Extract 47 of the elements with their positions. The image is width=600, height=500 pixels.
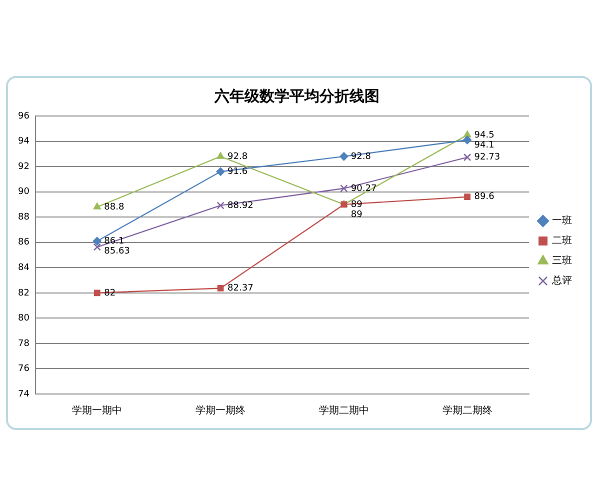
point <box>93 202 101 210</box>
data-label: 88.92 <box>228 200 254 211</box>
point <box>463 136 472 144</box>
point <box>464 194 470 200</box>
data-label: 91.6 <box>228 166 248 177</box>
y-tick-label: 88 <box>18 212 30 222</box>
point <box>216 152 224 159</box>
y-tick-label: 78 <box>18 338 30 349</box>
y-tick-label: 90 <box>18 187 30 198</box>
y-tick-label: 92 <box>18 162 30 172</box>
point <box>216 202 224 210</box>
y-tick-label: 74 <box>18 389 30 400</box>
x-tick-label: 学期二期终 <box>442 404 492 417</box>
data-label: 94.1 <box>474 140 494 150</box>
y-tick-label: 94 <box>18 136 30 147</box>
y-tick-label: 96 <box>18 111 30 122</box>
legend-label: 总评 <box>551 274 572 287</box>
point <box>216 167 225 176</box>
y-tick-label: 80 <box>18 314 30 324</box>
x-tick-label: 学期一期终 <box>196 404 246 417</box>
legend-label: 三班 <box>552 254 572 267</box>
legend-label: 二班 <box>552 234 572 247</box>
y-tick-label: 86 <box>18 238 30 248</box>
data-label: 92.73 <box>474 152 500 163</box>
data-label: 85.63 <box>104 246 130 256</box>
x-tick-label: 学期一期中 <box>72 404 122 417</box>
y-tick-label: 82 <box>18 288 30 298</box>
point <box>94 290 100 296</box>
data-label: 88.8 <box>104 202 124 212</box>
y-tick-label: 84 <box>18 262 30 273</box>
chart-title: 六年级数学平均分折线图 <box>214 86 380 105</box>
point <box>340 152 348 161</box>
point <box>93 243 101 251</box>
point <box>217 285 224 292</box>
data-label: 89 <box>350 210 363 220</box>
data-label: 89.6 <box>474 192 495 202</box>
point <box>464 130 472 138</box>
data-label: 92.8 <box>228 152 248 162</box>
point <box>340 184 348 192</box>
data-label: 92.8 <box>350 152 372 162</box>
data-label: 82.37 <box>228 284 254 294</box>
point <box>463 153 472 162</box>
point <box>92 236 102 246</box>
y-tick-label: 76 <box>18 364 30 374</box>
data-label: 94.5 <box>474 130 494 140</box>
legend-label: 一班 <box>552 214 572 227</box>
x-tick-label: 学期二期中 <box>318 404 369 417</box>
